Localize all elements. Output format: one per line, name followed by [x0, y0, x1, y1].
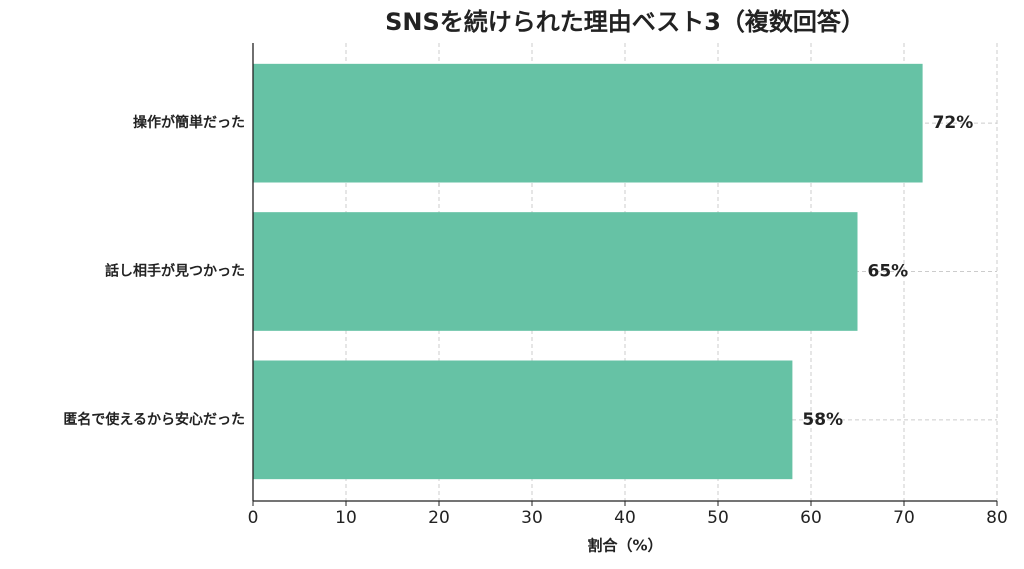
data-label: 58%: [802, 410, 843, 430]
bar: [253, 212, 858, 331]
x-tick-label: 50: [707, 508, 729, 528]
x-tick-label: 0: [248, 508, 259, 528]
x-axis-label: 割合（%）: [587, 537, 662, 555]
data-label: 65%: [868, 262, 909, 282]
x-tick-label: 20: [428, 508, 450, 528]
y-tick-label: 話し相手が見つかった: [105, 263, 245, 280]
x-tick-label: 60: [800, 508, 822, 528]
x-tick-label: 80: [986, 508, 1008, 528]
y-tick-label: 操作が簡単だった: [133, 114, 245, 131]
bar: [253, 360, 793, 480]
x-tick-label: 40: [614, 508, 636, 528]
chart-title: SNSを続けられた理由ベスト3（複数回答）: [385, 8, 865, 36]
bar: [253, 63, 923, 183]
x-tick-label: 30: [521, 508, 543, 528]
data-label: 72%: [933, 113, 974, 133]
x-tick-label: 70: [893, 508, 915, 528]
y-tick-label: 匿名で使えるから安心だった: [63, 411, 245, 428]
x-tick-label: 10: [335, 508, 357, 528]
